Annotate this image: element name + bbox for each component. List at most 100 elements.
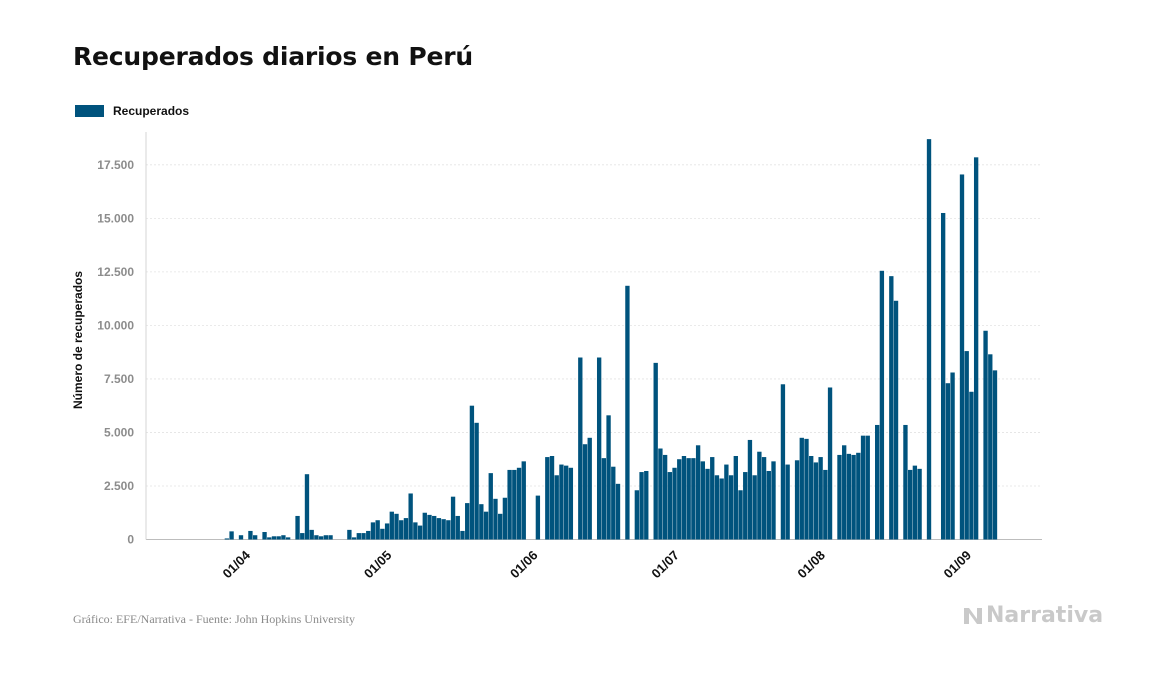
bar bbox=[417, 525, 423, 540]
bar bbox=[389, 511, 394, 540]
bar bbox=[323, 535, 328, 540]
bar bbox=[488, 473, 493, 540]
bar bbox=[804, 438, 809, 540]
bar bbox=[318, 536, 324, 540]
bar bbox=[267, 537, 272, 540]
bar bbox=[879, 270, 885, 540]
bar bbox=[248, 530, 253, 540]
bar bbox=[252, 535, 258, 540]
bar bbox=[959, 174, 965, 540]
bar bbox=[672, 467, 677, 540]
bar bbox=[587, 437, 592, 540]
y-tick-label: 10.000 bbox=[97, 318, 134, 332]
bar bbox=[700, 461, 705, 540]
bar bbox=[554, 475, 559, 540]
bar bbox=[295, 515, 300, 540]
bar bbox=[695, 445, 701, 540]
bar bbox=[314, 535, 319, 540]
bar bbox=[568, 467, 574, 540]
bar bbox=[408, 493, 413, 540]
bar bbox=[285, 537, 291, 540]
bar bbox=[347, 529, 352, 540]
bar bbox=[611, 466, 616, 540]
bar bbox=[964, 351, 969, 540]
bar bbox=[507, 469, 512, 540]
bar bbox=[667, 472, 672, 540]
bar bbox=[677, 459, 682, 540]
bar bbox=[479, 504, 484, 540]
bar bbox=[969, 391, 974, 540]
bar bbox=[498, 513, 503, 540]
bar bbox=[601, 458, 607, 540]
bar bbox=[903, 424, 908, 540]
y-tick-label: 2.500 bbox=[104, 479, 134, 493]
bar bbox=[281, 535, 286, 540]
bar bbox=[653, 362, 658, 540]
bar bbox=[271, 536, 277, 540]
narrativa-logo-icon bbox=[964, 607, 982, 624]
bar bbox=[300, 533, 305, 540]
bar bbox=[384, 523, 390, 540]
bar bbox=[761, 457, 767, 540]
bar bbox=[474, 422, 479, 540]
bar bbox=[945, 383, 951, 540]
y-tick-label: 12.500 bbox=[97, 265, 134, 279]
bar bbox=[983, 330, 988, 540]
bar bbox=[658, 448, 663, 540]
bar bbox=[328, 535, 333, 540]
bar bbox=[351, 537, 357, 540]
bar bbox=[502, 497, 508, 540]
x-tick-label: 01/06 bbox=[507, 548, 541, 582]
bar bbox=[856, 452, 861, 540]
bar bbox=[644, 470, 649, 540]
bar bbox=[860, 435, 866, 540]
bar bbox=[276, 536, 281, 540]
bar bbox=[262, 532, 267, 540]
bar bbox=[785, 464, 790, 540]
bar bbox=[912, 465, 918, 540]
bar bbox=[361, 533, 366, 540]
bar bbox=[370, 522, 376, 540]
bar bbox=[738, 490, 743, 540]
bar bbox=[851, 454, 856, 540]
bar bbox=[559, 464, 564, 540]
bar bbox=[399, 520, 404, 540]
y-tick-label: 7.500 bbox=[104, 372, 134, 386]
bar bbox=[752, 475, 757, 540]
bar bbox=[686, 458, 691, 540]
bar bbox=[596, 357, 602, 540]
bar bbox=[747, 439, 753, 540]
bar bbox=[356, 533, 361, 540]
bar bbox=[926, 139, 932, 540]
bar bbox=[563, 465, 569, 540]
bar bbox=[940, 212, 946, 540]
bar bbox=[403, 518, 409, 540]
bar bbox=[450, 496, 456, 540]
bar bbox=[837, 454, 842, 540]
bar bbox=[724, 464, 729, 540]
bar bbox=[733, 456, 738, 540]
bar bbox=[757, 451, 762, 540]
bar bbox=[366, 530, 371, 540]
bar bbox=[813, 462, 819, 540]
chart-title: Recuperados diarios en Perú bbox=[73, 42, 473, 71]
bar bbox=[691, 458, 696, 540]
bar bbox=[794, 460, 800, 540]
x-tick-label: 01/04 bbox=[220, 547, 254, 581]
bar bbox=[992, 370, 998, 540]
bar bbox=[380, 528, 385, 540]
bar bbox=[634, 490, 640, 540]
bar bbox=[436, 518, 442, 540]
bar bbox=[545, 457, 550, 540]
bars bbox=[224, 139, 998, 540]
bar bbox=[827, 387, 833, 540]
bar bbox=[224, 538, 230, 540]
bar bbox=[483, 511, 489, 540]
bar bbox=[639, 472, 644, 540]
y-tick-label: 0 bbox=[127, 533, 134, 547]
x-tick-label: 01/08 bbox=[794, 548, 828, 582]
bar bbox=[512, 469, 517, 540]
bar bbox=[441, 519, 446, 540]
bar bbox=[615, 483, 621, 540]
